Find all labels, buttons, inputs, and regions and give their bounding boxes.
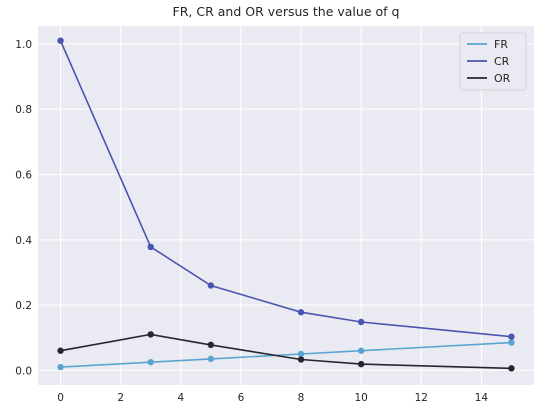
series-line-or [60,333,512,370]
series-layer [57,37,515,372]
data-point-fr [297,350,305,358]
legend-box [459,32,527,91]
data-point-cr [57,37,64,44]
legend-label: FR [494,38,508,51]
series-fr [57,339,515,371]
legend-item-cr: CR [467,55,510,68]
data-point-fr [57,363,64,371]
x-tick-label: 2 [117,392,124,404]
y-tick-label: 0.6 [15,169,32,181]
data-point-or [357,360,365,368]
legend-item-fr: FR [467,38,508,51]
legend: FR CR OR [459,32,527,91]
data-point-cr [357,318,365,326]
x-tick-label: 10 [354,392,367,404]
y-tick-label: 0.2 [15,300,32,312]
y-tick-label: 0.4 [15,235,32,247]
x-tick-label: 6 [238,392,245,404]
data-point-or [57,347,64,354]
series-or [57,331,515,372]
chart-title: FR, CR and OR versus the value of q [173,4,400,19]
data-point-fr [207,355,215,363]
legend-label: CR [494,55,510,68]
series-line-fr [60,341,512,368]
data-point-cr [508,333,515,340]
series-cr [57,37,515,340]
data-point-fr [357,347,365,354]
x-tick-label: 4 [177,392,184,404]
data-point-or [297,356,305,363]
y-axis-ticks: 0.0 0.2 0.4 0.6 0.8 1.0 [15,39,32,377]
data-point-fr [508,339,515,346]
y-tick-label: 0.0 [15,365,32,377]
y-tick-label: 1.0 [15,39,32,51]
data-point-or [508,365,515,372]
data-point-cr [147,243,154,251]
x-tick-label: 8 [298,392,305,404]
legend-item-or: OR [467,72,511,85]
data-point-cr [207,282,215,289]
x-tick-label: 0 [57,392,64,404]
x-tick-label: 12 [415,392,428,404]
x-axis-ticks: 0 2 4 6 8 10 12 14 [57,392,488,404]
series-line-cr [59,40,512,338]
x-tick-label: 14 [475,392,489,404]
data-point-or [207,341,215,349]
legend-label: OR [494,72,511,85]
data-point-or [147,331,154,338]
y-tick-label: 0.8 [15,104,32,116]
data-point-cr [297,309,305,316]
data-point-fr [147,358,154,366]
